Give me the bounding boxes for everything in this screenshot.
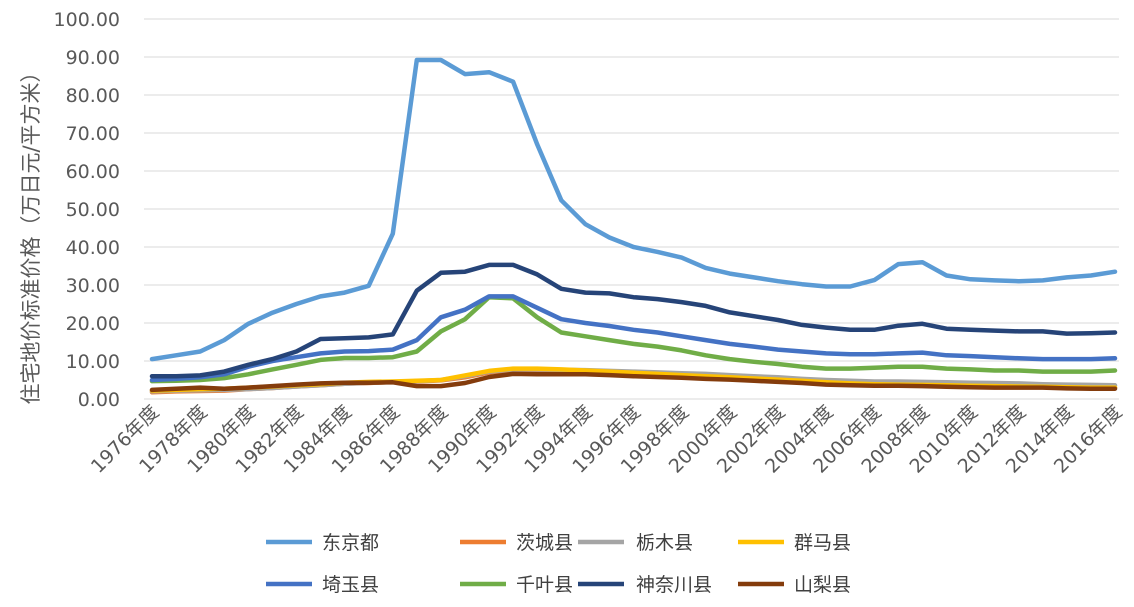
legend-item: 千叶县: [460, 574, 573, 596]
y-tick-label: 10.00: [66, 351, 120, 373]
legend-label: 栃木县: [636, 532, 693, 554]
legend-label: 埼玉县: [322, 574, 379, 596]
legend-label: 千叶县: [516, 574, 573, 596]
legend-item: 埼玉县: [266, 574, 379, 596]
series-line: [149, 294, 1118, 384]
y-axis-ticks: 0.00 10.00 20.00 30.00 40.00 50.00 60.00 70.00 8…: [54, 9, 120, 411]
legend-item: 东京都: [266, 532, 379, 554]
y-tick-label: 100.00: [54, 9, 120, 31]
y-tick-label: 20.00: [66, 313, 120, 335]
legend-label: 神奈川县: [636, 574, 712, 596]
y-tick-label: 90.00: [66, 47, 120, 69]
series-line: [149, 57, 1118, 362]
y-tick-label: 0.00: [78, 389, 120, 411]
y-tick-label: 70.00: [66, 123, 120, 145]
y-tick-label: 60.00: [66, 161, 120, 183]
series-line: [149, 262, 1118, 379]
legend-item: 茨城县: [460, 532, 573, 554]
series-lines: [149, 57, 1118, 395]
legend-label: 东京都: [322, 532, 379, 554]
legend-item: 栃木县: [578, 532, 693, 554]
y-axis-label: 住宅地价标准价格（万日元/平方米）: [19, 61, 43, 404]
y-tick-label: 30.00: [66, 275, 120, 297]
legend-item: 山梨县: [738, 574, 851, 596]
series-line: [149, 371, 1118, 393]
legend-label: 茨城县: [516, 532, 573, 554]
y-tick-label: 40.00: [66, 237, 120, 259]
legend-label: 群马县: [794, 532, 851, 554]
y-tick-label: 80.00: [66, 85, 120, 107]
series-line: [149, 294, 1118, 383]
y-tick-label: 50.00: [66, 199, 120, 221]
legend-label: 山梨县: [794, 574, 851, 596]
legend-item: 神奈川县: [578, 574, 712, 596]
legend-item: 群马县: [738, 532, 851, 554]
x-axis-ticks: 1976年度1978年度1980年度1982年度1984年度1986年度1988…: [87, 401, 1127, 478]
